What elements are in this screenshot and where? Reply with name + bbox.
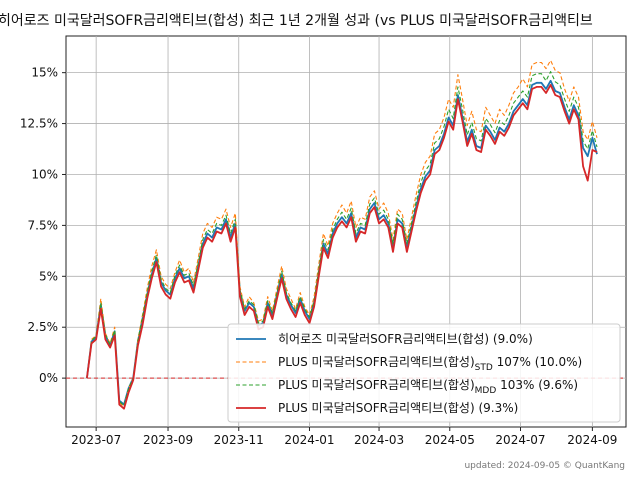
x-tick-label: 2023-09: [143, 433, 193, 447]
legend-label-2: PLUS 미국달러SOFR금리액티브(합성)STD 107% (10.0%): [278, 355, 582, 373]
legend-label-4: PLUS 미국달러SOFR금리액티브(합성) (9.3%): [278, 401, 518, 415]
legend-label-3: PLUS 미국달러SOFR금리액티브(합성)MDD 103% (9.6%): [278, 378, 578, 396]
y-tick-label: 12.5%: [20, 117, 58, 131]
x-tick-label: 2024-01: [284, 433, 334, 447]
series-line-4: [86, 84, 598, 410]
y-tick-label: 2.5%: [28, 320, 59, 334]
x-tick-label: 2024-09: [567, 433, 617, 447]
footer-credit: updated: 2024-09-05 © QuantKang: [464, 461, 625, 471]
y-tick-label: 5%: [39, 269, 58, 283]
y-tick-label: 10%: [31, 167, 58, 181]
y-axis-ticks: 0% 2.5% 5% 7.5% 10% 12.5% 15%: [20, 66, 66, 385]
x-tick-label: 2023-07: [71, 433, 121, 447]
x-tick-label: 2023-11: [214, 433, 264, 447]
y-tick-label: 7.5%: [28, 218, 59, 232]
x-tick-label: 2024-03: [354, 433, 404, 447]
x-tick-label: 2024-07: [495, 433, 545, 447]
series-line-1: [86, 79, 598, 406]
legend: 히어로즈 미국달러SOFR금리액티브(합성) (9.0%) PLUS 미국달러SO…: [227, 323, 621, 423]
series-line-2: [86, 59, 598, 408]
y-tick-label: 15%: [31, 66, 58, 80]
x-tick-label: 2024-05: [425, 433, 475, 447]
y-tick-label: 0%: [39, 371, 58, 385]
series-lines: [86, 59, 598, 410]
series-line-3: [86, 71, 598, 407]
legend-box: [227, 323, 621, 423]
x-axis-ticks: 2023-07 2023-09 2023-11 2024-01 2024-03 2024-…: [71, 427, 617, 447]
chart-title: 히어로즈 미국달러SOFR금리액티브(합성) 최근 1년 2개월 성과 (vs …: [0, 13, 593, 29]
legend-label-1: 히어로즈 미국달러SOFR금리액티브(합성) (9.0%): [278, 332, 533, 346]
